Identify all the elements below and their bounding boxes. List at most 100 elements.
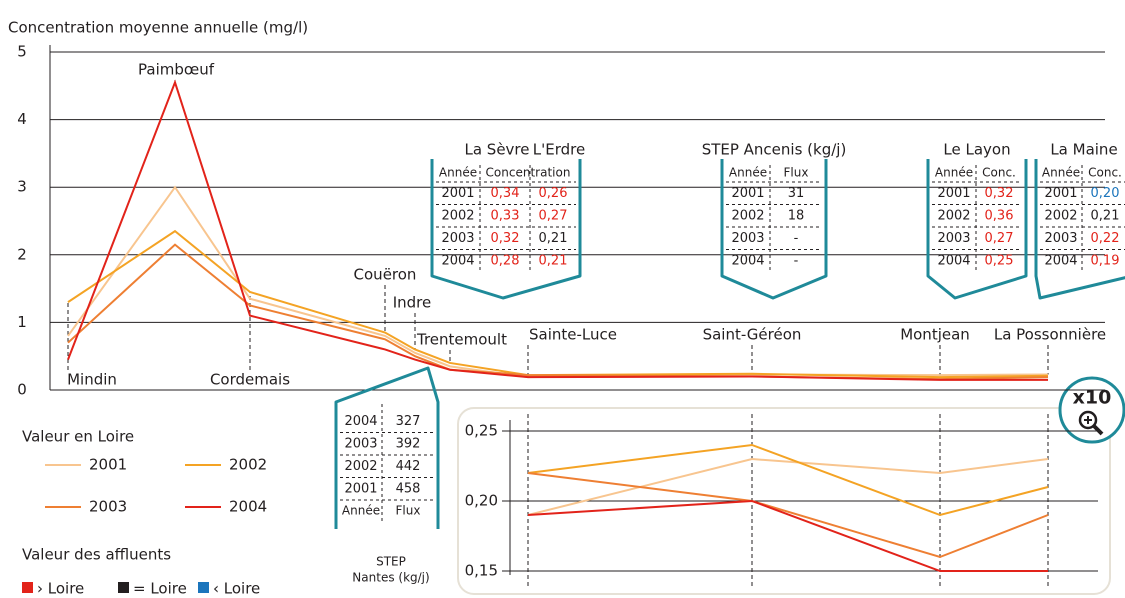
y-tick-label: 3 [17,178,27,196]
table-year: 2001 [441,186,474,201]
legend-label: 2001 [89,456,127,474]
table-header: Année [439,166,477,180]
table-value: - [794,231,799,246]
table-year: 2001 [937,186,970,201]
table-year: 2002 [1044,208,1077,223]
series-line [527,499,1048,572]
table-year: 2001 [731,186,764,201]
table-title: Le Layon [943,141,1010,159]
station-label: Montjean [900,326,970,344]
y-tick-label: 0,25 [465,422,498,440]
affluent-legend-title: Valeur des affluents [22,546,171,564]
table-header: Flux [396,504,421,518]
y-tick-label: 1 [17,313,27,331]
table-value: 0,32 [985,186,1014,201]
affluent-swatch [118,582,129,593]
table-value: 0,19 [1091,253,1120,268]
table-value: 0,21 [1091,208,1120,223]
table-value: 392 [396,436,421,451]
table-year: 2003 [937,231,970,246]
data-table: Le Layon Année Conc. 2001 0,32 2002 0,36 2003 0,… [926,141,1028,300]
table-header: Année [342,504,380,518]
station-label: Cordemais [210,371,290,389]
table-header: Conc. [1088,166,1122,180]
table-year: 2003 [1044,231,1077,246]
y-tick-label: 0,20 [465,492,498,510]
table-year: 2002 [344,459,377,474]
station-label: La Possonnière [994,326,1106,344]
table-value: 0,25 [985,253,1014,268]
table-outline [720,159,828,300]
table-value: 0,32 [491,231,520,246]
series-line [67,79,1048,381]
table-value: 0,27 [539,208,568,223]
affluent-swatch [198,582,209,593]
table-outline [926,159,1028,300]
affluent-label: › Loire [37,580,84,598]
table-outline [1034,159,1125,300]
table-header: Année [729,166,767,180]
table-header: Année [1042,166,1080,180]
legend-label: 2003 [89,498,127,516]
table-outline [334,366,440,529]
legend-title: Valeur en Loire [22,428,134,446]
station-label: Sainte-Luce [529,326,617,344]
table-year: 2004 [731,253,764,268]
magnifier-handle [1092,424,1104,436]
data-table: La Sèvre L'Erdre Année Concentration 2001 0,3… [430,141,585,300]
y-axis-label: Concentration moyenne annuelle (mg/l) [8,19,308,37]
series-line [527,472,1049,559]
table-value: 0,21 [539,253,568,268]
badge-circle [1058,376,1125,444]
table-value: 327 [396,414,421,429]
table-title: Nantes (kg/j) [352,571,429,585]
table-year: 2001 [344,481,377,496]
table-title: STEP Ancenis (kg/j) [702,141,847,159]
table-value: 0,21 [539,231,568,246]
series-line [67,229,1049,379]
table-title: L'Erdre [533,141,585,159]
table-header: Année [935,166,973,180]
y-tick-label: 4 [17,110,27,128]
table-value: 0,27 [985,231,1014,246]
data-table: La Maine Année Conc. 2001 0,20 2002 0,21 2003 0,… [1034,141,1125,300]
table-value: 0,26 [539,186,568,201]
table-year: 2001 [1044,186,1077,201]
table-year: 2002 [731,208,764,223]
table-title: STEP [376,555,406,569]
table-outline [430,159,582,300]
table-value: - [794,253,799,268]
magnifier [1078,410,1098,430]
data-table: STEP Nantes (kg/j) Année Flux 2004 327 2003 392… [334,366,440,585]
table-header: Conc. [982,166,1016,180]
table-value: 0,22 [1091,231,1120,246]
table-header: Concentration [486,166,571,180]
table-year: 2004 [937,253,970,268]
zoom-badge: x10 [1058,376,1125,444]
table-value: 0,20 [1091,186,1120,201]
y-tick-label: 5 [17,43,27,61]
station-label: Couëron [354,266,417,284]
station-label: Saint-Géréon [703,326,802,344]
table-year: 2002 [937,208,970,223]
table-value: 458 [396,481,421,496]
station-label: Trentemoult [416,331,507,349]
legend-label: 2004 [229,498,267,516]
legend-label: 2002 [229,456,267,474]
table-year: 2003 [344,436,377,451]
badge-text: x10 [1073,387,1112,409]
y-tick-label: 0 [17,381,27,399]
table-year: 2003 [441,231,474,246]
table-value: 0,36 [985,208,1014,223]
affluent-swatch [22,582,33,593]
table-value: 0,34 [491,186,520,201]
table-year: 2004 [441,253,474,268]
station-label: Paimbœuf [138,61,215,79]
table-year: 2004 [344,414,377,429]
table-header: Flux [784,166,809,180]
data-table: STEP Ancenis (kg/j) Année Flux 2001 31 2002 18… [702,141,847,300]
station-label: Indre [393,294,432,312]
table-value: 0,28 [491,253,520,268]
table-year: 2003 [731,231,764,246]
